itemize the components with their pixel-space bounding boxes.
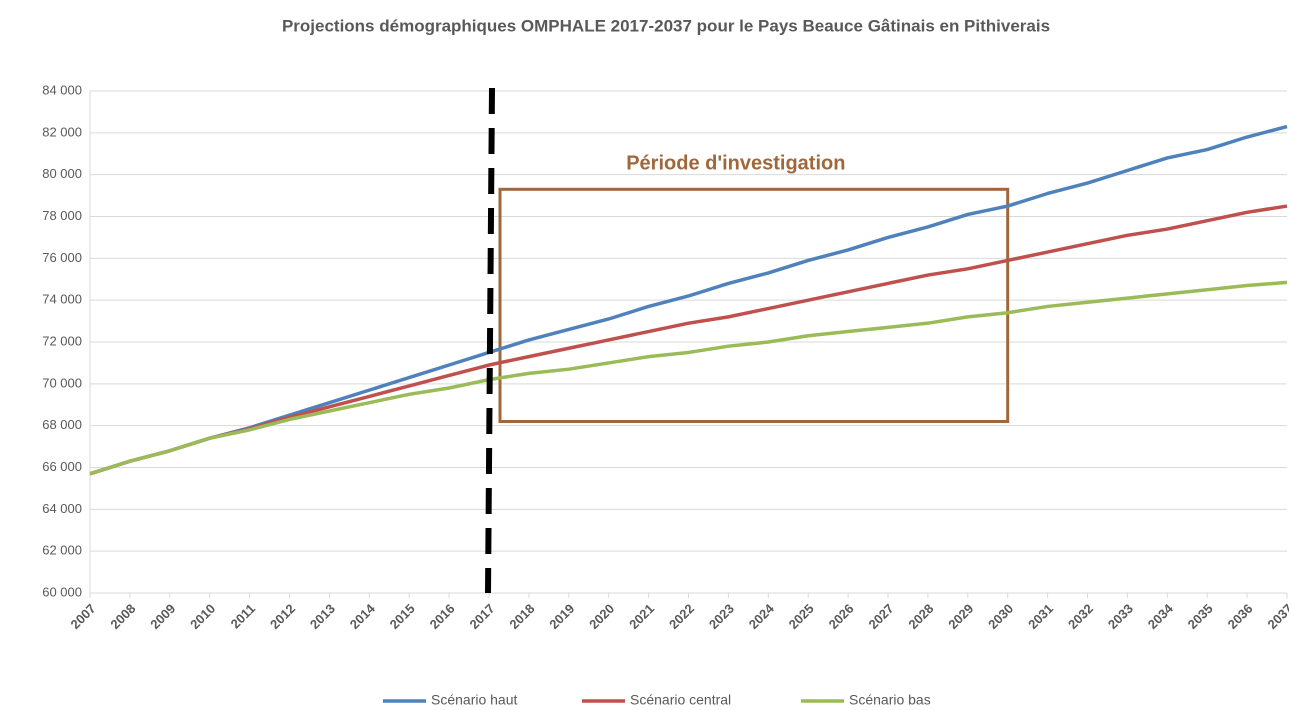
y-tick-label: 62 000 xyxy=(42,543,82,558)
x-tick-label: 2016 xyxy=(427,601,458,632)
y-tick-label: 68 000 xyxy=(42,417,82,432)
x-tick-label: 2020 xyxy=(586,601,617,632)
x-tick-label: 2036 xyxy=(1225,601,1256,632)
x-tick-label: 2010 xyxy=(187,601,218,632)
y-tick-label: 78 000 xyxy=(42,208,82,223)
x-tick-label: 2024 xyxy=(746,600,778,632)
y-tick-label: 60 000 xyxy=(42,584,82,599)
y-tick-label: 76 000 xyxy=(42,250,82,265)
y-tick-label: 82 000 xyxy=(42,124,82,139)
series-line xyxy=(89,204,1288,476)
x-tick-label: 2029 xyxy=(945,601,976,632)
x-tick-label: 2030 xyxy=(985,601,1016,632)
x-tick-label: 2023 xyxy=(706,601,737,632)
x-tick-label: 2037 xyxy=(1264,601,1289,632)
y-tick-label: 72 000 xyxy=(42,333,82,348)
x-tick-label: 2032 xyxy=(1065,601,1096,632)
x-tick-label: 2031 xyxy=(1025,601,1056,632)
x-tick-label: 2034 xyxy=(1145,600,1177,632)
highlight-label: Période d'investigation xyxy=(626,153,845,175)
x-tick-label: 2008 xyxy=(107,601,138,632)
x-tick-label: 2018 xyxy=(506,601,537,632)
series-line xyxy=(89,124,1288,476)
x-tick-label: 2015 xyxy=(387,601,418,632)
x-tick-label: 2022 xyxy=(666,601,697,632)
x-tick-label: 2011 xyxy=(228,601,259,632)
highlight-box xyxy=(498,187,1010,423)
y-tick-label: 64 000 xyxy=(42,501,82,516)
legend-label: Scénario haut xyxy=(431,692,518,708)
x-tick-label: 2012 xyxy=(267,601,298,632)
x-tick-label: 2009 xyxy=(147,601,178,632)
x-tick-label: 2035 xyxy=(1185,601,1216,632)
x-tick-label: 2013 xyxy=(307,601,338,632)
x-tick-label: 2014 xyxy=(347,600,379,632)
y-tick-label: 80 000 xyxy=(42,166,82,181)
x-tick-label: 2025 xyxy=(786,601,817,632)
x-tick-label: 2019 xyxy=(546,601,577,632)
x-tick-label: 2028 xyxy=(905,601,936,632)
x-tick-label: 2026 xyxy=(826,601,857,632)
x-tick-label: 2017 xyxy=(466,601,497,632)
reference-line xyxy=(485,87,495,594)
x-tick-label: 2021 xyxy=(626,601,657,632)
x-tick-label: 2033 xyxy=(1105,601,1136,632)
y-tick-label: 70 000 xyxy=(42,375,82,390)
legend-label: Scénario central xyxy=(630,692,731,708)
x-tick-label: 2027 xyxy=(865,601,896,632)
series-line xyxy=(89,280,1288,476)
y-tick-label: 84 000 xyxy=(42,82,82,97)
chart-title: Projections démographiques OMPHALE 2017-… xyxy=(282,16,1050,35)
legend-label: Scénario bas xyxy=(849,692,931,708)
x-tick-label: 2007 xyxy=(67,601,98,632)
y-tick-label: 66 000 xyxy=(42,459,82,474)
y-tick-label: 74 000 xyxy=(42,292,82,307)
